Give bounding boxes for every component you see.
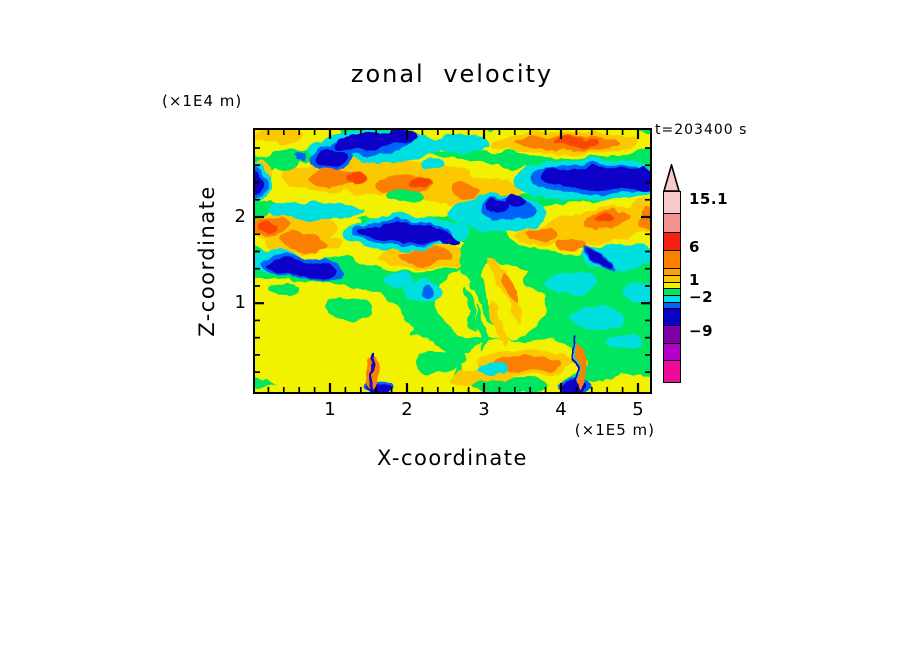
colorbar-segment xyxy=(663,342,680,360)
colorbar-segment xyxy=(663,212,680,232)
y-axis-title: Z-coordinate xyxy=(195,185,219,337)
y-tick-label: 2 xyxy=(234,206,246,227)
page-title: zonal velocity xyxy=(350,60,554,88)
time-annotation: t=203400 s xyxy=(655,122,748,138)
colorbar-segment xyxy=(663,281,680,288)
x-tick-label: 5 xyxy=(632,399,644,420)
colorbar xyxy=(662,190,681,383)
colorbar-segment xyxy=(663,359,680,382)
colorbar-segment xyxy=(663,301,680,308)
colorbar-tick-label: −9 xyxy=(689,322,714,340)
x-tick-label: 1 xyxy=(324,399,336,420)
colorbar-segment xyxy=(663,324,680,343)
x-tick-label: 3 xyxy=(478,399,490,420)
contour-field xyxy=(254,129,650,392)
layer-feather-orange xyxy=(499,272,518,303)
y-tick-label: 1 xyxy=(234,292,246,314)
colorbar-arrow-tip xyxy=(662,164,681,192)
y-axis-units-label: (×1E4 m) xyxy=(162,92,243,110)
contour-plot-area xyxy=(252,127,652,394)
layer-red-cores xyxy=(259,137,615,230)
colorbar-segment xyxy=(663,191,680,213)
colorbar-segment xyxy=(663,267,680,275)
x-tick-label: 2 xyxy=(401,399,413,420)
axis-ticks xyxy=(254,129,650,392)
colorbar-segment xyxy=(663,249,680,268)
colorbar-tick-label: 15.1 xyxy=(689,190,729,208)
contour-blobs xyxy=(254,129,650,392)
x-axis-title: X-coordinate xyxy=(377,446,528,470)
colorbar-segment xyxy=(663,231,680,250)
colorbar-segment xyxy=(663,294,680,302)
colorbar-arrow-polygon xyxy=(662,164,681,192)
colorbar-segment xyxy=(663,307,680,325)
layer-spikes xyxy=(365,335,585,392)
x-tick-label: 4 xyxy=(555,399,567,420)
x-axis-units-label: (×1E5 m) xyxy=(574,421,655,439)
colorbar-segment xyxy=(663,287,680,295)
colorbar-tick-label: 6 xyxy=(689,238,700,256)
colorbar-tick-label: 1 xyxy=(689,271,700,289)
colorbar-segment xyxy=(663,274,680,282)
colorbar-tick-label: −2 xyxy=(689,288,714,306)
